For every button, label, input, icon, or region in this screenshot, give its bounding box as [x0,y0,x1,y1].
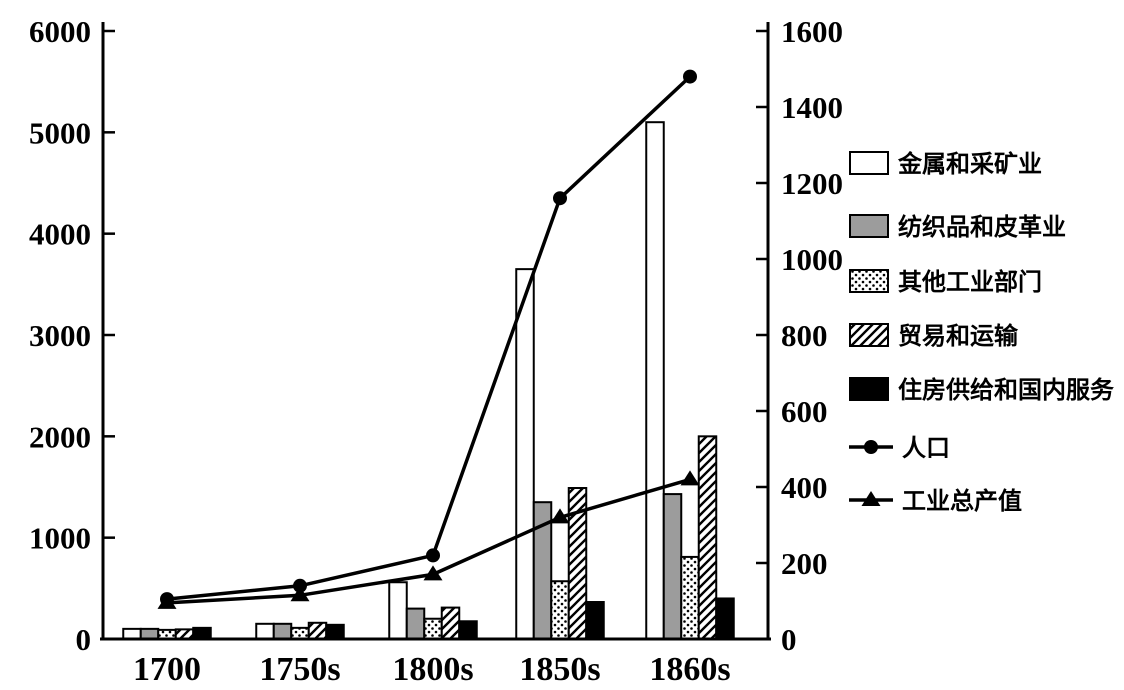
right-axis-tick-label-1600: 1600 [781,14,843,49]
bar-housing-and-domestic-services-1700 [192,626,212,640]
x-axis-label-1800s: 1800s [392,651,473,688]
legend-swatch-metal-and-mining [849,151,889,175]
marker-circle-population-1750s [293,578,307,593]
right-axis-tick-label-1000: 1000 [781,242,843,277]
bar-metal-and-mining-1750s [255,622,275,640]
marker-triangle-gross-industrial-output-1860s [680,470,700,486]
marker-circle-population-1850s [553,191,567,206]
line-gross-industrial-output [166,477,691,605]
left-axis-tick-label-2000: 2000 [29,419,91,454]
line-population [166,75,692,601]
bar-other-industry-1800s [423,617,443,641]
legend-swatch-housing-and-domestic-services [849,377,889,401]
left-axis-tick-label-6000: 6000 [29,14,91,49]
legend-label-metal-and-mining: 金属和采矿业 [897,150,1042,178]
bar-metal-and-mining-1700 [122,627,142,640]
legend-swatch-textiles-and-leather [849,214,889,238]
bar-textiles-and-leather-1860s [662,493,683,640]
left-axis-tick-label-0: 0 [76,622,92,657]
bar-metal-and-mining-1860s [645,121,665,640]
right-axis-tick-label-400: 400 [781,470,828,505]
legend-label-population: 人口 [902,435,950,462]
legend-label-other-industry: 其他工业部门 [898,268,1042,296]
bar-trade-and-transport-1860s [697,435,718,641]
marker-triangle-gross-industrial-output-1800s [423,565,443,581]
bar-metal-and-mining-1800s [388,581,408,641]
right-axis-tick-label-200: 200 [781,546,828,581]
bar-housing-and-domestic-services-1850s [585,601,605,640]
legend-label-gross-industrial-output: 工业总产值 [902,487,1022,515]
right-axis-tick-label-600: 600 [781,394,828,429]
marker-circle-population-1800s [426,548,440,563]
legend-swatch-other-industry [849,269,889,293]
bar-housing-and-domestic-services-1860s [715,597,735,641]
bar-housing-and-domestic-services-1750s [325,623,345,641]
x-axis-label-1850s: 1850s [519,651,600,688]
right-axis-tick-label-1400: 1400 [781,90,843,125]
bar-housing-and-domestic-services-1800s [458,620,478,640]
legend-label-housing-and-domestic-services: 住房供给和国内服务 [898,376,1115,404]
left-axis-tick-label-3000: 3000 [29,318,91,353]
bar-metal-and-mining-1850s [515,268,535,640]
x-axis-label-1700: 1700 [133,651,201,688]
bar-textiles-and-leather-1700 [139,627,160,640]
marker-circle-population-1860s [683,69,697,84]
x-axis-label-1860s: 1860s [649,651,730,688]
bar-textiles-and-leather-1800s [405,607,426,640]
marker-triangle-gross-industrial-output-1700 [157,593,177,609]
marker-triangle-gross-industrial-output-1750s [290,586,310,602]
left-axis-tick-label-1000: 1000 [29,521,91,556]
legend-label-trade-and-transport: 贸易和运输 [898,322,1019,350]
bar-textiles-and-leather-1750s [272,622,293,640]
bar-other-industry-1750s [290,626,310,640]
bar-other-industry-1860s [680,555,700,640]
legend-marker-triangle-gross-industrial-output [861,491,881,506]
legend-marker-circle-population [864,440,878,454]
legend-swatch-trade-and-transport [849,323,889,347]
marker-triangle-gross-industrial-output-1850s [550,508,570,524]
x-axis-label-1750s: 1750s [259,651,340,688]
bar-other-industry-1850s [550,580,570,640]
right-axis-tick-label-1200: 1200 [781,166,843,201]
bar-trade-and-transport-1800s [440,606,461,641]
left-axis-tick-label-4000: 4000 [29,217,91,252]
right-axis-tick-label-800: 800 [781,318,828,353]
right-axis-tick-label-0: 0 [781,622,797,657]
bar-trade-and-transport-1750s [307,621,328,641]
legend-label-textiles-and-leather: 纺织品和皮革业 [898,213,1066,241]
left-axis-tick-label-5000: 5000 [29,115,91,150]
